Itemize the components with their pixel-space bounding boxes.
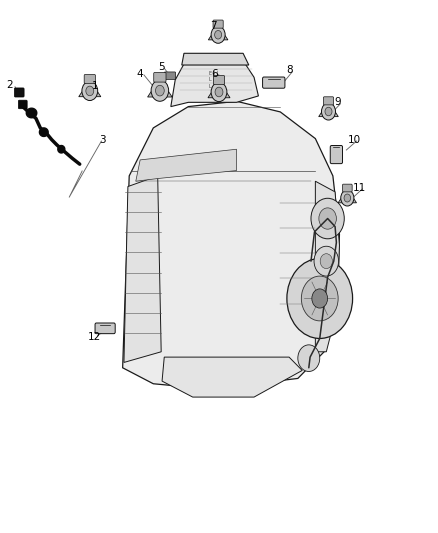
- Circle shape: [86, 86, 94, 96]
- Text: 9: 9: [334, 98, 341, 107]
- Polygon shape: [182, 53, 249, 65]
- Polygon shape: [171, 64, 258, 107]
- Circle shape: [321, 103, 336, 120]
- Circle shape: [211, 83, 227, 102]
- FancyBboxPatch shape: [164, 72, 176, 79]
- Polygon shape: [79, 92, 101, 96]
- Text: 4: 4: [136, 69, 143, 78]
- Text: 11: 11: [353, 183, 366, 192]
- FancyBboxPatch shape: [95, 323, 115, 334]
- Circle shape: [82, 82, 98, 101]
- Circle shape: [215, 30, 222, 39]
- FancyBboxPatch shape: [343, 184, 352, 192]
- Text: 12: 12: [88, 332, 101, 342]
- Text: L L L: L L L: [209, 77, 220, 83]
- FancyBboxPatch shape: [154, 72, 166, 82]
- FancyBboxPatch shape: [323, 97, 334, 105]
- Text: 6: 6: [211, 69, 218, 78]
- Polygon shape: [58, 146, 65, 153]
- Circle shape: [151, 80, 169, 101]
- Polygon shape: [39, 128, 48, 136]
- FancyBboxPatch shape: [330, 146, 343, 164]
- Text: L L L: L L L: [209, 84, 220, 89]
- Circle shape: [311, 198, 344, 239]
- Polygon shape: [26, 108, 37, 118]
- Circle shape: [211, 26, 225, 43]
- Circle shape: [298, 345, 320, 372]
- Circle shape: [155, 85, 164, 96]
- FancyBboxPatch shape: [213, 76, 225, 84]
- Circle shape: [341, 190, 354, 206]
- Circle shape: [319, 208, 336, 229]
- Circle shape: [344, 194, 350, 202]
- Circle shape: [312, 289, 328, 308]
- Circle shape: [314, 246, 339, 276]
- Text: 3: 3: [99, 135, 106, 144]
- FancyBboxPatch shape: [263, 77, 285, 88]
- FancyBboxPatch shape: [84, 75, 95, 83]
- Text: 10: 10: [347, 135, 360, 144]
- Polygon shape: [123, 101, 339, 389]
- Text: E I L: E I L: [209, 71, 220, 76]
- Text: 1: 1: [92, 82, 99, 91]
- Polygon shape: [136, 149, 237, 181]
- Circle shape: [287, 259, 353, 338]
- FancyBboxPatch shape: [213, 20, 223, 28]
- Polygon shape: [315, 181, 339, 352]
- FancyBboxPatch shape: [18, 100, 27, 109]
- Text: 2: 2: [6, 80, 13, 90]
- FancyBboxPatch shape: [14, 88, 24, 97]
- Text: 5: 5: [158, 62, 165, 72]
- Circle shape: [320, 254, 332, 269]
- Polygon shape: [208, 36, 228, 40]
- Circle shape: [301, 276, 338, 321]
- Circle shape: [325, 107, 332, 116]
- Circle shape: [215, 87, 223, 97]
- Polygon shape: [208, 93, 230, 98]
- Polygon shape: [338, 199, 357, 203]
- Polygon shape: [148, 92, 172, 97]
- Polygon shape: [124, 176, 161, 362]
- Polygon shape: [319, 112, 338, 117]
- Text: 8: 8: [286, 66, 293, 75]
- Polygon shape: [162, 357, 302, 397]
- Text: 7: 7: [210, 21, 217, 30]
